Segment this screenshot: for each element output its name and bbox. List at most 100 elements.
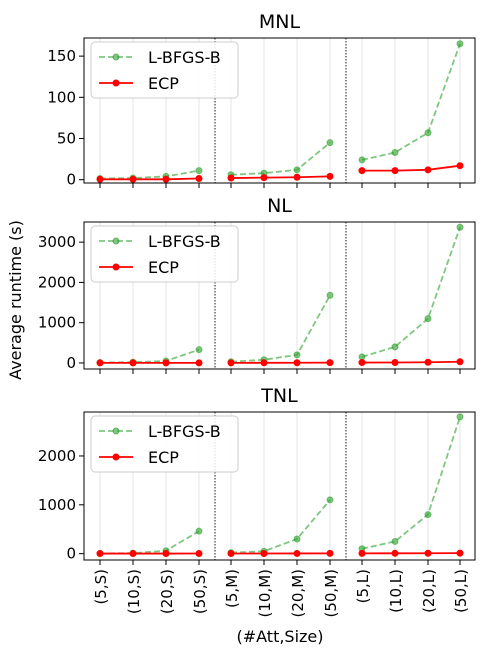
- legend-label: ECP: [148, 74, 179, 93]
- series-line-l-bfgs-b: [361, 43, 461, 161]
- data-point: [227, 550, 235, 558]
- data-point: [96, 359, 104, 367]
- data-point: [293, 351, 301, 359]
- x-tick-label: (50,M): [322, 569, 340, 618]
- data-point: [456, 162, 464, 170]
- legend-label: ECP: [148, 448, 179, 467]
- series-line-l-bfgs-b: [361, 226, 461, 358]
- legend: L-BFGS-B ECP: [90, 225, 239, 283]
- data-point: [227, 174, 235, 182]
- series-line-l-bfgs-b: [230, 294, 331, 363]
- legend: L-BFGS-B ECP: [90, 415, 239, 473]
- y-tick-label: 0: [66, 354, 76, 372]
- data-point: [293, 535, 301, 543]
- series-line-ecp: [230, 175, 331, 179]
- data-point: [129, 359, 137, 367]
- data-point: [391, 149, 399, 157]
- panel-mnl: MNL 0 50 100 150 L-BFGS-B ECP: [47, 11, 476, 189]
- x-tick-label: (20,S): [158, 569, 176, 614]
- data-point: [293, 359, 301, 367]
- data-point: [293, 173, 301, 181]
- data-point: [358, 359, 366, 367]
- data-point: [195, 359, 203, 367]
- legend-marker: [112, 263, 120, 271]
- legend: L-BFGS-B ECP: [90, 41, 239, 99]
- y-tick-label: 100: [47, 88, 76, 106]
- data-point: [293, 166, 301, 174]
- data-point: [456, 358, 464, 366]
- legend-marker: [112, 237, 120, 245]
- data-point: [129, 550, 137, 558]
- data-point: [195, 174, 203, 182]
- series-line-l-bfgs-b: [99, 169, 200, 180]
- legend-label: L-BFGS-B: [148, 48, 221, 67]
- panels: MNL 0 50 100 150 L-BFGS-B ECP NL 0 1000 2000 3000 L-…: [38, 11, 476, 618]
- panel-nl: NL 0 1000 2000 3000 L-BFGS-B ECP: [38, 195, 476, 374]
- x-tick-label: (10,S): [125, 569, 143, 614]
- data-point: [129, 175, 137, 183]
- x-tick-label: (5,S): [92, 569, 110, 605]
- data-point: [326, 359, 334, 367]
- legend-label: L-BFGS-B: [148, 232, 221, 251]
- legend-box: [90, 225, 239, 283]
- series-line-l-bfgs-b: [230, 499, 331, 554]
- y-tick-label: 150: [47, 47, 76, 65]
- data-point: [424, 129, 432, 137]
- data-point: [358, 353, 366, 361]
- data-point: [260, 174, 268, 182]
- legend-label: L-BFGS-B: [148, 422, 221, 441]
- x-tick-label: (20,M): [289, 569, 307, 618]
- panel-title: NL: [267, 195, 292, 217]
- legend-box: [90, 415, 239, 473]
- series-line-l-bfgs-b: [230, 141, 331, 176]
- data-point: [260, 550, 268, 558]
- data-point: [456, 40, 464, 48]
- data-point: [260, 359, 268, 367]
- data-point: [162, 359, 170, 367]
- series-line-ecp: [362, 164, 461, 172]
- data-point: [424, 511, 432, 519]
- x-tick-label: (50,S): [191, 569, 209, 614]
- data-point: [358, 167, 366, 175]
- data-point: [456, 223, 464, 231]
- data-point: [424, 358, 432, 366]
- y-tick-label: 50: [57, 130, 76, 148]
- data-point: [195, 527, 203, 535]
- x-axis-label: (#Att,Size): [236, 627, 323, 646]
- y-axis-label: Average runtime (s): [6, 220, 25, 380]
- y-tick-label: 3000: [38, 233, 76, 251]
- data-point: [195, 167, 203, 175]
- data-point: [391, 549, 399, 557]
- y-tick-label: 2000: [38, 447, 76, 465]
- data-point: [326, 291, 334, 299]
- data-point: [96, 550, 104, 558]
- data-point: [391, 537, 399, 545]
- data-point: [456, 413, 464, 421]
- panel-tnl: TNL 0 1000 2000 L-BFGS-B ECP (5,S) (10,S) (20,S)…: [38, 385, 476, 618]
- legend-marker: [112, 453, 120, 461]
- data-point: [96, 175, 104, 183]
- data-point: [162, 550, 170, 558]
- data-point: [227, 359, 235, 367]
- series-line-ecp: [361, 360, 461, 364]
- series-line-ecp: [100, 177, 200, 181]
- data-point: [391, 358, 399, 366]
- y-tick-label: 0: [66, 171, 76, 189]
- data-point: [456, 549, 464, 557]
- data-point: [424, 549, 432, 557]
- data-point: [391, 167, 399, 175]
- legend-marker: [112, 53, 120, 61]
- data-point: [391, 343, 399, 351]
- x-tick-label: (10,L): [387, 569, 405, 613]
- data-point: [326, 139, 334, 147]
- y-tick-label: 0: [66, 545, 76, 563]
- x-tick-label: (5,M): [223, 569, 241, 608]
- data-point: [195, 550, 203, 558]
- data-point: [293, 549, 301, 557]
- x-tick-label: (50,L): [452, 569, 470, 613]
- panel-title: MNL: [259, 11, 301, 33]
- series-line-l-bfgs-b: [99, 348, 200, 364]
- series-line-l-bfgs-b: [361, 416, 461, 550]
- plot-frame: [83, 411, 476, 561]
